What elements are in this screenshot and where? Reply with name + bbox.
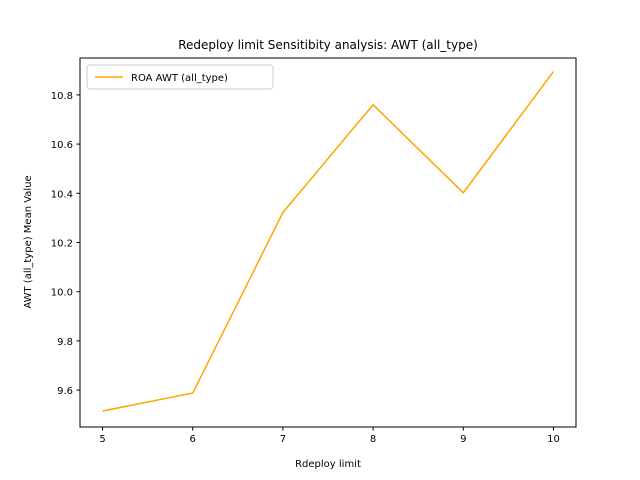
x-tick-label: 10 [547, 434, 560, 445]
y-tick-label: 10.6 [51, 140, 73, 151]
y-tick-label: 9.6 [57, 386, 73, 397]
x-tick-label: 8 [370, 434, 376, 445]
x-tick-label: 6 [190, 434, 196, 445]
y-tick-label: 10.2 [51, 239, 73, 250]
y-axis: 9.6 9.8 10.0 10.2 10.4 10.6 10.8 [51, 91, 80, 397]
y-tick-label: 10.8 [51, 91, 73, 102]
chart-title: Redeploy limit Sensitibity analysis: AWT… [178, 38, 478, 52]
plot-area [102, 71, 555, 412]
x-tick-label: 9 [460, 434, 466, 445]
series-line [102, 71, 555, 412]
x-axis-label: Rdeploy limit [295, 459, 361, 470]
legend-box [86, 64, 274, 90]
y-tick-label: 10.0 [51, 288, 73, 299]
y-axis-label: AWT (all_type) Mean Value [23, 175, 34, 308]
x-tick-label: 5 [99, 434, 105, 445]
y-tick-label: 9.8 [57, 337, 73, 348]
x-tick-label: 7 [280, 434, 286, 445]
x-axis: 5 6 7 8 9 10 [99, 427, 560, 445]
legend-label: ROA AWT (all_type) [131, 73, 228, 84]
y-tick-label: 10.4 [51, 189, 73, 200]
legend: ROA AWT (all_type) [86, 64, 274, 90]
